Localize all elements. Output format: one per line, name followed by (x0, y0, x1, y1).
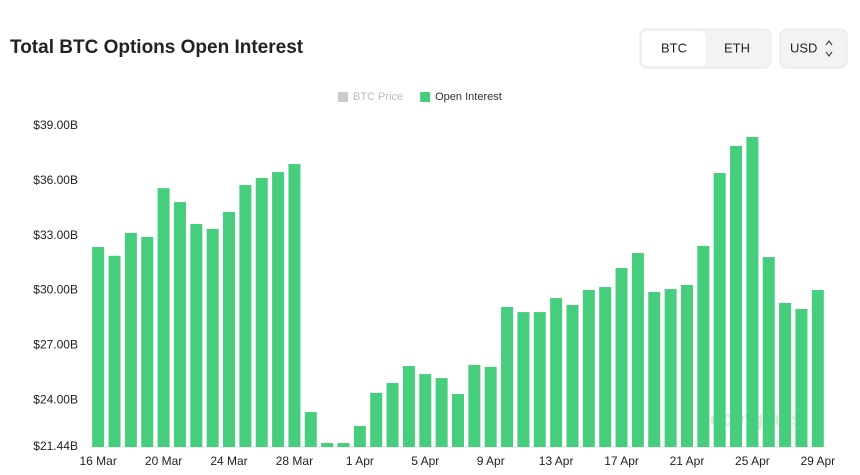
bar (779, 302, 792, 447)
legend-swatch (420, 92, 431, 102)
bar (615, 268, 628, 447)
select-arrows (825, 40, 833, 57)
bar (304, 412, 317, 447)
bar (223, 211, 236, 447)
x-tick-label: 21 Apr (670, 454, 705, 468)
bar (680, 285, 693, 447)
bar (484, 366, 497, 447)
bar (108, 255, 121, 447)
tab-selected-bg (642, 31, 706, 66)
chart-title: Total BTC Options Open Interest (10, 37, 304, 58)
bar (631, 253, 644, 447)
y-tick-label: $39.00B (33, 118, 78, 132)
bar (697, 245, 710, 447)
x-tick-label: 20 Mar (145, 454, 182, 468)
bar (272, 172, 285, 448)
legend-label: Open Interest (435, 91, 502, 103)
bar (550, 298, 563, 447)
bar (190, 223, 203, 447)
x-tick-label: 9 Apr (477, 454, 505, 468)
y-tick-label: $24.00B (33, 392, 78, 406)
x-tick-label: 25 Apr (735, 454, 770, 468)
bar (435, 378, 448, 447)
y-tick-label: $30.00B (33, 283, 78, 297)
bar (713, 172, 726, 447)
x-tick-label: 13 Apr (539, 454, 574, 468)
bar (452, 393, 464, 447)
bar (255, 177, 268, 447)
bar (92, 247, 105, 447)
legend-label: BTC Price (353, 91, 403, 103)
x-tick-label: 1 Apr (346, 454, 374, 468)
y-tick-label: $21.44B (33, 439, 78, 453)
bar (288, 164, 301, 448)
y-tick-label: $27.00B (33, 338, 78, 352)
bar (664, 289, 677, 447)
bar (811, 289, 824, 447)
bar (124, 232, 137, 447)
bar (762, 257, 775, 447)
bar (795, 308, 808, 447)
bar (419, 374, 432, 447)
x-tick-label: 29 Apr (800, 454, 835, 468)
currency-label[interactable]: USD (790, 40, 817, 55)
x-tick-label: 28 Mar (276, 454, 313, 468)
bar (566, 304, 579, 447)
bar (157, 188, 170, 447)
bar (402, 366, 415, 447)
bar (730, 145, 743, 447)
bar (321, 442, 334, 447)
bar (746, 136, 759, 447)
bar (141, 236, 154, 447)
currency-select[interactable] (779, 28, 848, 69)
x-tick-label: 5 Apr (411, 454, 439, 468)
bar (239, 185, 252, 447)
y-tick-label: $33.00B (33, 228, 78, 242)
bar (206, 228, 219, 447)
bar (533, 312, 546, 447)
x-tick-label: 17 Apr (604, 454, 639, 468)
bar (468, 364, 481, 447)
bar (501, 306, 514, 447)
tab-eth[interactable]: ETH (724, 40, 750, 55)
bar (517, 312, 530, 447)
bar (173, 202, 186, 447)
bar (353, 425, 366, 447)
x-tick-label: 24 Mar (210, 454, 247, 468)
bar (337, 442, 350, 447)
bar (599, 287, 612, 447)
tab-btc[interactable]: BTC (661, 40, 687, 55)
bar (386, 383, 399, 447)
bar (648, 291, 661, 447)
legend-swatch (338, 92, 348, 102)
bar (370, 392, 383, 447)
bar (582, 289, 595, 447)
x-tick-label: 16 Mar (79, 454, 116, 468)
y-tick-label: $36.00B (33, 173, 78, 187)
